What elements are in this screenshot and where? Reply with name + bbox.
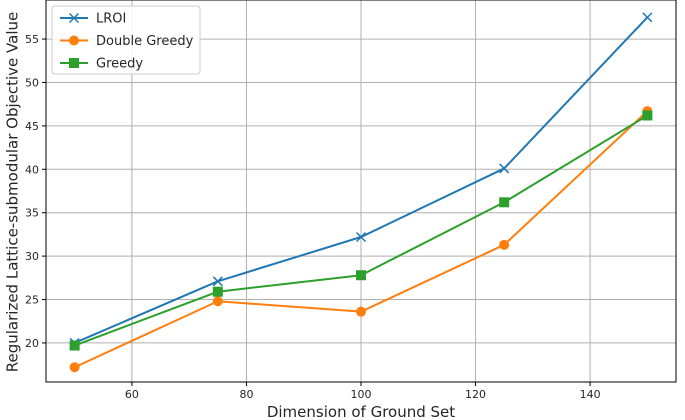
legend-marker xyxy=(68,12,80,24)
y-tick-label: 35 xyxy=(25,207,39,220)
series-greedy xyxy=(69,110,653,351)
y-tick-label: 20 xyxy=(25,337,39,350)
x-axis-label: Dimension of Ground Set xyxy=(267,403,455,420)
data-point-greedy xyxy=(212,286,223,297)
y-tick-label: 45 xyxy=(25,120,39,133)
data-point-greedy xyxy=(499,197,510,208)
data-point-double-greedy xyxy=(69,362,80,373)
y-axis-label: Regularized Lattice-submodular Objective… xyxy=(4,12,22,373)
x-tick-label: 100 xyxy=(351,388,372,401)
legend-item-greedy: Greedy xyxy=(60,57,143,72)
x-marker-stroke xyxy=(642,12,653,23)
x-tick-label: 120 xyxy=(465,388,486,401)
x-tick-label: 80 xyxy=(239,388,253,401)
grid xyxy=(46,0,676,382)
data-point-double-greedy xyxy=(356,306,366,317)
legend-label: Greedy xyxy=(96,57,143,72)
data-point-lroi xyxy=(642,12,653,23)
y-tick-label: 55 xyxy=(25,33,39,46)
legend-item-lroi: LROI xyxy=(60,12,126,27)
y-tick-label: 50 xyxy=(25,76,39,89)
legend-marker xyxy=(69,35,79,46)
series-layer xyxy=(69,12,653,373)
y-tick-label: 25 xyxy=(25,294,39,307)
data-point-greedy xyxy=(69,340,80,351)
x-marker-stroke xyxy=(68,12,80,24)
legend-marker xyxy=(69,58,79,68)
data-point-greedy xyxy=(642,110,653,121)
data-point-greedy xyxy=(356,270,366,281)
y-tick-label: 40 xyxy=(25,163,39,176)
data-point-lroi xyxy=(355,231,367,243)
x-tick-label: 60 xyxy=(125,388,139,401)
legend-label: LROI xyxy=(96,12,126,27)
series-double-greedy xyxy=(69,106,653,373)
y-tick-label: 30 xyxy=(25,250,39,263)
legend: LROI Double Greedy Greedy xyxy=(51,5,201,75)
data-point-double-greedy xyxy=(212,296,223,307)
data-point-double-greedy xyxy=(499,239,510,250)
data-point-lroi xyxy=(212,276,223,287)
legend-label: Double Greedy xyxy=(96,34,194,49)
data-point-lroi xyxy=(499,163,510,174)
legend-box xyxy=(51,5,201,75)
x-marker-stroke xyxy=(355,231,367,243)
x-tick-label: 140 xyxy=(580,388,601,401)
legend-item-double-greedy: Double Greedy xyxy=(60,34,194,49)
x-marker-stroke xyxy=(499,163,510,174)
axis-ticks: 60 80 100 120 140 20 25 30 35 40 45 50 55 xyxy=(25,33,601,401)
x-marker-stroke xyxy=(212,276,223,287)
